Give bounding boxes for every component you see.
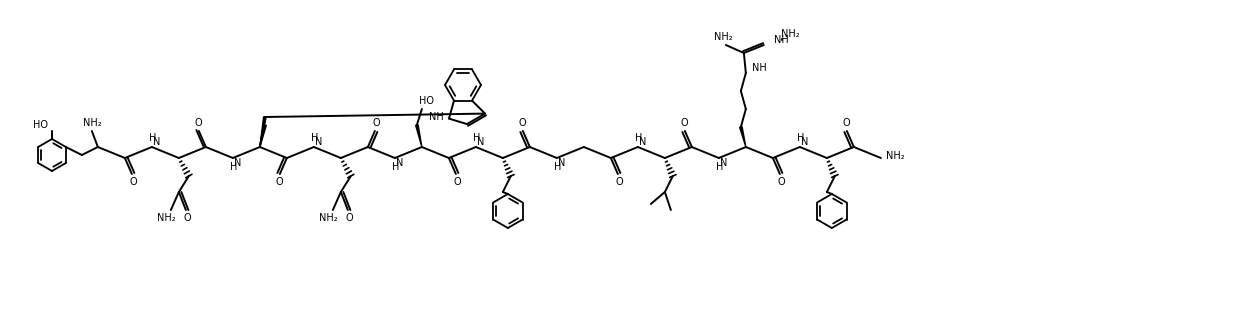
- Text: NH₂: NH₂: [714, 32, 732, 42]
- Text: O: O: [517, 118, 526, 128]
- Polygon shape: [259, 125, 267, 147]
- Polygon shape: [740, 127, 746, 147]
- Text: N: N: [802, 137, 809, 147]
- Text: N: N: [558, 158, 566, 168]
- Text: H: H: [555, 162, 562, 172]
- Text: NH₂: NH₂: [319, 213, 337, 223]
- Text: O: O: [453, 177, 461, 187]
- Text: O: O: [183, 213, 190, 223]
- Text: O: O: [372, 118, 379, 128]
- Text: NH: NH: [429, 112, 443, 122]
- Text: N: N: [315, 137, 322, 147]
- Text: H: H: [716, 162, 724, 172]
- Text: N: N: [153, 137, 161, 147]
- Text: HO: HO: [420, 96, 435, 106]
- Text: O: O: [128, 177, 137, 187]
- Text: N: N: [477, 137, 484, 147]
- Text: H: H: [473, 133, 480, 143]
- Text: N: N: [235, 158, 242, 168]
- Text: NH: NH: [752, 63, 767, 73]
- Text: H: H: [230, 162, 237, 172]
- Text: H: H: [311, 133, 319, 143]
- Text: H: H: [149, 133, 157, 143]
- Text: N: N: [396, 158, 404, 168]
- Text: O: O: [345, 213, 353, 223]
- Text: NH: NH: [774, 35, 789, 45]
- Polygon shape: [259, 117, 266, 147]
- Text: O: O: [194, 118, 201, 128]
- Text: O: O: [680, 118, 688, 128]
- Text: NH₂: NH₂: [781, 29, 799, 39]
- Text: H: H: [797, 133, 804, 143]
- Text: O: O: [842, 118, 850, 128]
- Text: O: O: [275, 177, 283, 187]
- Text: H: H: [393, 162, 400, 172]
- Text: N: N: [640, 137, 647, 147]
- Text: HO: HO: [33, 120, 48, 130]
- Text: O: O: [777, 177, 784, 187]
- Text: NH₂: NH₂: [157, 213, 175, 223]
- Text: NH₂: NH₂: [83, 118, 101, 128]
- Text: O: O: [615, 177, 622, 187]
- Text: N: N: [720, 158, 727, 168]
- Text: H: H: [635, 133, 642, 143]
- Polygon shape: [416, 125, 422, 147]
- Text: NH₂: NH₂: [885, 151, 904, 161]
